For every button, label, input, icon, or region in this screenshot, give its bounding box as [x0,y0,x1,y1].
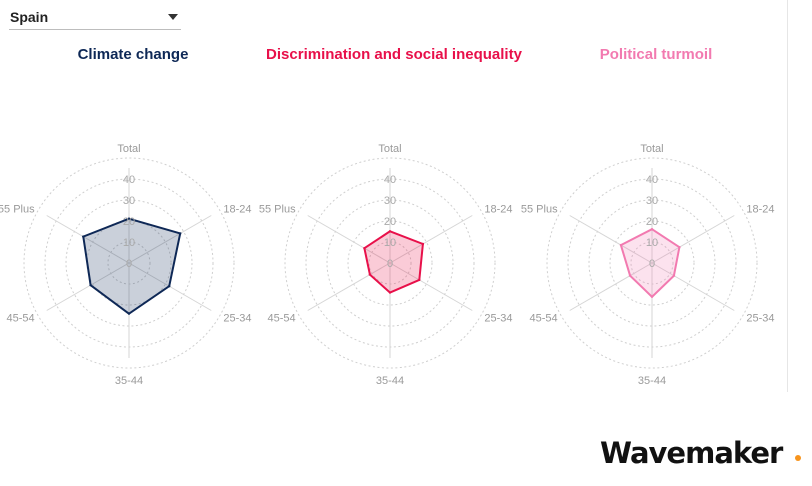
axis-label: 25-34 [484,313,512,325]
axis-spoke [46,215,130,264]
chart-title-political: Political turmoil [599,46,713,63]
data-point [363,247,366,250]
radar-chart-discrimination: 0 10 20 30 40 Total 18-24 25-34 35-44 45-54 55 Plu… [259,143,513,387]
tick-label: 10 [646,237,658,249]
chart-title-climate: Climate change [77,46,189,63]
tick-label: 10 [384,237,396,249]
grid-ring [588,199,716,327]
axis-label: 55 Plus [259,204,296,216]
data-point [388,230,392,233]
axis-label: 18-24 [746,204,774,216]
data-point [650,295,654,298]
data-point [368,273,372,276]
axis-label: Total [117,143,140,155]
axis-label: Total [378,143,401,155]
tick-label: 20 [384,216,396,228]
grid-ring [65,199,193,327]
data-point [178,232,182,235]
tick-label: 20 [123,216,135,228]
wavemaker-logo: Wavemaker [600,436,783,470]
data-point [678,245,681,249]
tick-label: 40 [384,174,396,186]
radar-chart-climate: 0 10 20 30 40 Total 18-24 25-34 35-44 45-54 55 Plu… [0,143,252,387]
grid-ring [326,199,454,327]
grid-ring [347,220,433,306]
axis-label: 45-54 [6,313,34,325]
data-point [127,312,131,315]
axis-label: 55 Plus [0,204,35,216]
data-point [168,285,171,288]
axis-label: 55 Plus [521,204,558,216]
grid-ring [284,157,496,369]
tick-label: 0 [387,258,393,270]
axis-spoke [569,215,653,264]
data-point [89,283,92,287]
tick-label: 0 [126,258,132,270]
axis-spoke [307,262,391,311]
axis-label: 25-34 [223,313,251,325]
grid-ring [546,157,758,369]
axis-spoke [389,262,473,311]
tick-label: 10 [123,237,135,249]
axis-spoke [46,262,130,311]
chart-title-discrimination: Discrimination and social inequality [266,46,522,63]
grid-ring [23,157,235,369]
axis-label: 45-54 [529,313,557,325]
data-point [421,242,425,246]
axis-label: 25-34 [746,313,774,325]
axis-spoke [651,262,735,311]
axis-label: 18-24 [223,204,251,216]
tick-label: 20 [646,216,658,228]
data-point [127,217,131,220]
axis-spoke [651,215,735,264]
axis-label: 35-44 [638,375,666,387]
axis-label: 35-44 [115,375,143,387]
data-point [619,243,623,247]
tick-label: 30 [646,195,658,207]
data-point [388,291,392,294]
tick-label: 40 [123,174,135,186]
data-point [628,274,632,277]
data-point [418,278,421,282]
axis-spoke [389,215,473,264]
axis-spoke [569,262,653,311]
data-point [650,228,654,231]
country-select[interactable]: Spain [9,4,181,30]
data-point [672,274,676,277]
axis-spoke [128,215,212,264]
tick-label: 40 [646,174,658,186]
divider [787,0,788,392]
axis-label: 45-54 [267,313,295,325]
logo-dot [795,455,801,461]
grid-ring [609,220,695,306]
country-select-value: Spain [10,9,49,25]
radar-chart-political: 0 10 20 30 40 Total 18-24 25-34 35-44 45-54 55 Plu… [521,143,775,387]
chevron-down-icon[interactable] [168,14,178,20]
axis-label: Total [640,143,663,155]
tick-label: 30 [384,195,396,207]
tick-label: 30 [123,195,135,207]
axis-label: 35-44 [376,375,404,387]
axis-label: 18-24 [484,204,512,216]
data-point [82,235,85,238]
axis-spoke [307,215,391,264]
tick-label: 0 [649,258,655,270]
